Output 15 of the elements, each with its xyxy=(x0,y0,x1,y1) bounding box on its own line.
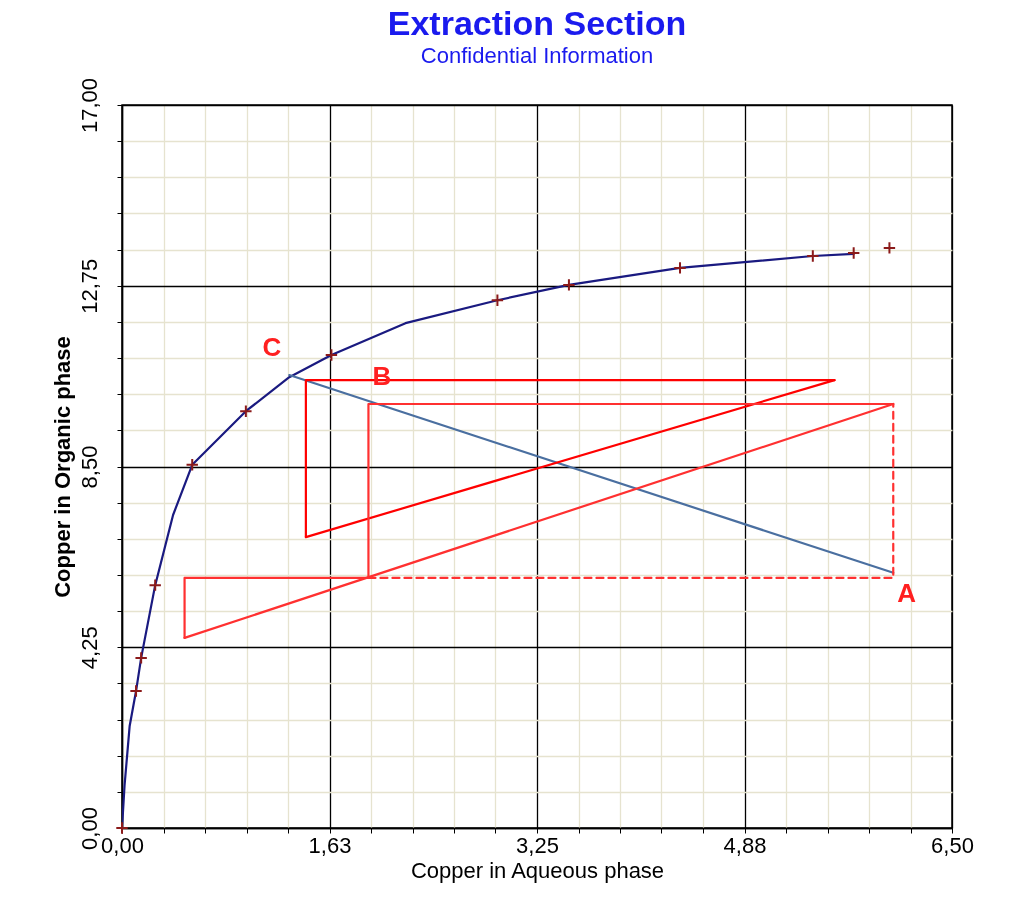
chart-subtitle: Confidential Information xyxy=(420,43,654,69)
x-tick-label: 0,00 xyxy=(101,832,144,858)
y-tick-label: 4,25 xyxy=(76,626,102,670)
x-tick-label: 1,63 xyxy=(308,832,352,858)
x-tick-label: 4,88 xyxy=(723,832,767,858)
annotation: C xyxy=(262,332,282,363)
y-tick-label: 8,50 xyxy=(76,445,102,489)
chart-title: Extraction Section xyxy=(387,4,687,43)
y-tick-label: 12,75 xyxy=(76,258,102,314)
x-tick-label: 3,25 xyxy=(516,832,559,858)
x-axis-title: Copper in Aqueous phase xyxy=(410,857,665,883)
x-tick-label: 6,50 xyxy=(931,832,974,858)
y-tick-label: 17,00 xyxy=(76,77,102,134)
annotation: A xyxy=(897,577,917,608)
y-axis-title: Copper in Organic phase xyxy=(49,336,75,598)
